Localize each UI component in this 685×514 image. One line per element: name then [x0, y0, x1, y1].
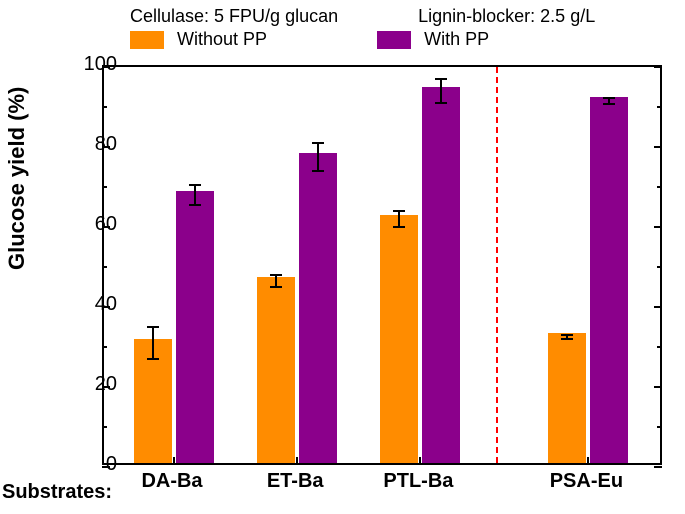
y-tick — [654, 226, 662, 228]
y-tick — [654, 386, 662, 388]
y-tick — [654, 66, 662, 68]
error-cap — [147, 358, 159, 360]
chart-container: Cellulase: 5 FPU/g glucan Lignin-blocker… — [0, 0, 685, 514]
legend-text-with: With PP — [424, 29, 489, 49]
y-minor-tick — [657, 186, 662, 188]
legend: Cellulase: 5 FPU/g glucan Lignin-blocker… — [130, 6, 670, 50]
y-tick — [654, 466, 662, 468]
x-tick-label: PSA-Eu — [550, 470, 623, 493]
legend-series-line: Without PP With PP — [130, 29, 670, 50]
error-cap — [393, 226, 405, 228]
error-cap — [435, 102, 447, 104]
y-minor-tick — [657, 266, 662, 268]
legend-text-without: Without PP — [177, 29, 267, 49]
x-tick — [173, 457, 175, 465]
legend-header-line: Cellulase: 5 FPU/g glucan Lignin-blocker… — [130, 6, 670, 27]
legend-item-without: Without PP — [130, 29, 267, 50]
y-minor-tick — [102, 266, 107, 268]
x-tick-label: PTL-Ba — [383, 470, 453, 493]
y-minor-tick — [102, 186, 107, 188]
legend-item-with: With PP — [377, 29, 489, 50]
error-cap — [312, 170, 324, 172]
error-cap — [435, 78, 447, 80]
y-tick-label: 0 — [77, 453, 117, 476]
y-tick-label: 80 — [77, 133, 117, 156]
y-minor-tick — [102, 346, 107, 348]
error-cap — [393, 210, 405, 212]
error-cap — [189, 204, 201, 206]
blocker-label: Lignin-blocker: 2.5 g/L — [418, 6, 595, 27]
x-tick — [296, 457, 298, 465]
y-minor-tick — [657, 346, 662, 348]
divider-line — [496, 67, 498, 463]
bar — [548, 333, 586, 463]
error-cap — [312, 142, 324, 144]
x-tick — [587, 457, 589, 465]
error-cap — [189, 184, 201, 186]
y-tick-label: 40 — [77, 293, 117, 316]
y-tick — [654, 306, 662, 308]
plot-area — [102, 65, 662, 465]
swatch-without-icon — [130, 31, 164, 49]
error-cap — [603, 97, 615, 99]
x-tick — [419, 457, 421, 465]
error-cap — [603, 103, 615, 105]
bar — [380, 215, 418, 463]
cellulase-label: Cellulase: 5 FPU/g glucan — [130, 6, 338, 27]
x-tick-label: DA-Ba — [141, 470, 202, 493]
bar — [299, 153, 337, 463]
swatch-with-icon — [377, 31, 411, 49]
bar — [422, 87, 460, 463]
bar — [176, 191, 214, 463]
y-tick — [654, 146, 662, 148]
y-tick-label: 20 — [77, 373, 117, 396]
bar — [257, 277, 295, 463]
x-tick-label: ET-Ba — [267, 470, 324, 493]
y-minor-tick — [102, 426, 107, 428]
y-minor-tick — [657, 106, 662, 108]
error-bar — [194, 185, 196, 205]
y-tick-label: 100 — [77, 53, 117, 76]
error-cap — [561, 334, 573, 336]
y-minor-tick — [102, 106, 107, 108]
error-cap — [270, 274, 282, 276]
error-bar — [440, 79, 442, 103]
error-cap — [147, 326, 159, 328]
error-bar — [152, 327, 154, 359]
error-bar — [398, 211, 400, 227]
y-minor-tick — [657, 426, 662, 428]
error-bar — [317, 143, 319, 171]
error-cap — [561, 338, 573, 340]
bar — [590, 97, 628, 463]
y-tick-label: 60 — [77, 213, 117, 236]
error-cap — [270, 286, 282, 288]
x-axis-label-prefix: Substrates: — [2, 481, 112, 504]
y-axis-label: Glucose yield (%) — [4, 87, 30, 270]
